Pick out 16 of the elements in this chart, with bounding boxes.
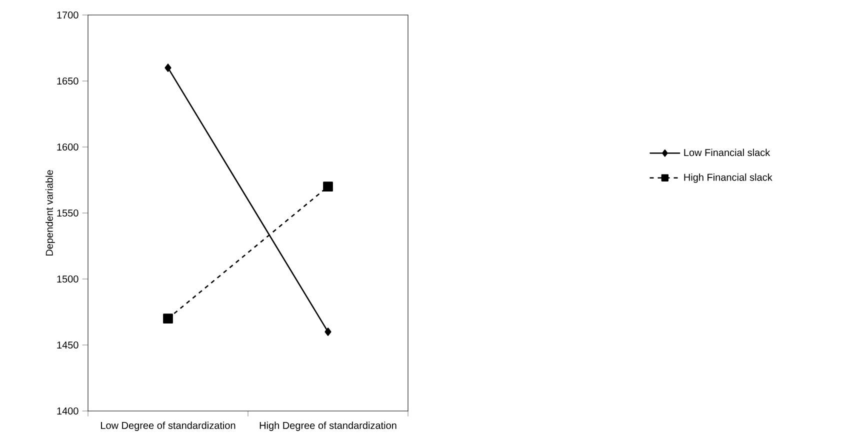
point — [323, 182, 333, 192]
y-axis-title: Dependent variable — [46, 170, 55, 256]
y-tick-label: 1700 — [57, 11, 78, 19]
y-tick-label: 1450 — [57, 341, 78, 349]
y-tick-label: 1400 — [57, 407, 78, 415]
point — [324, 328, 332, 336]
y-tick-label: 1550 — [57, 209, 78, 217]
x-tick-label: High Degree of standardization — [260, 422, 396, 431]
y-tick-label: 1650 — [57, 77, 78, 85]
y-tick-label: 1600 — [57, 143, 78, 151]
x-tick-label: Low Degree of standardization — [101, 422, 236, 431]
legend-label: Low Financial slack — [684, 148, 770, 156]
point — [163, 314, 173, 324]
legend-label: High Financial slack — [684, 173, 772, 183]
point — [164, 64, 172, 72]
y-tick-label: 1500 — [57, 275, 78, 283]
